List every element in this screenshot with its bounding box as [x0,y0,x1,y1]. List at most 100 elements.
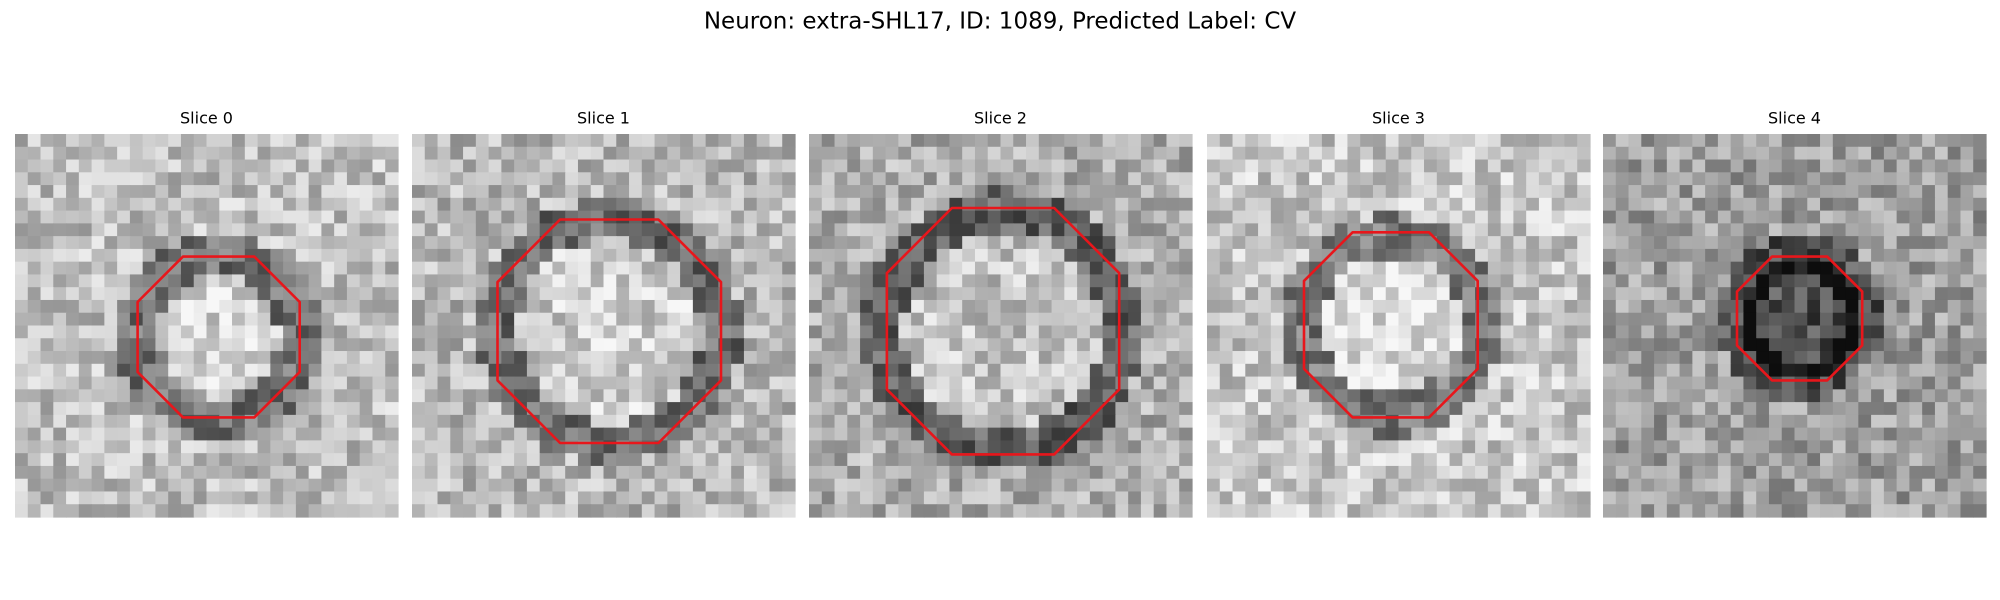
pixel [1077,338,1091,352]
pixel [1641,325,1655,339]
pixel [936,363,951,378]
pixel [1832,185,1847,199]
pixel [743,159,758,173]
pixel [1128,427,1142,441]
pixel [680,453,694,467]
pixel [590,504,605,518]
pixel [1026,159,1040,173]
pixel [1436,223,1451,237]
pixel [1692,325,1706,339]
pixel [526,351,541,365]
pixel [936,248,951,263]
pixel [1781,478,1796,493]
pixel [629,478,643,493]
pixel [769,465,783,480]
pixel [1219,299,1234,314]
pixel [1309,223,1323,237]
pixel [539,223,554,237]
pixel [898,146,912,161]
pixel [27,338,42,352]
pixel [1140,376,1155,390]
pixel [667,491,681,505]
pixel [1207,325,1221,339]
pixel [1270,491,1285,505]
pixel [1207,159,1221,173]
pixel [1705,338,1719,352]
pixel [590,261,605,276]
pixel [1768,325,1783,339]
pixel [40,210,54,224]
pixel [1832,402,1847,416]
pixel [142,287,157,301]
pixel [1309,402,1323,416]
pixel [898,172,912,186]
pixel [911,223,925,237]
pixel [1013,312,1027,327]
pixel [1166,389,1180,403]
pixel [629,185,643,199]
pixel [1360,223,1374,237]
pixel [488,325,502,339]
pixel [1641,172,1655,186]
pixel [1973,197,1987,212]
pixel [1641,299,1655,314]
pixel [1768,491,1783,505]
pixel [1615,363,1630,378]
pixel [193,261,208,276]
pixel [1038,236,1053,250]
pixel [501,197,515,212]
pixel [1666,248,1681,263]
pixel [232,223,246,237]
pixel [1654,197,1668,212]
pixel [769,504,783,518]
pixel [1449,414,1463,429]
pixel [1283,376,1297,390]
pixel [514,453,528,467]
pixel [667,376,681,390]
pixel [1934,159,1949,173]
pixel [412,210,426,224]
pixel [911,363,925,378]
pixel [1026,363,1040,378]
pixel [1896,299,1910,314]
pixel [1960,453,1974,467]
pixel [923,210,938,224]
pixel [692,325,707,339]
pixel [334,223,348,237]
pixel [424,453,439,467]
pixel [1347,465,1361,480]
pixel [1038,287,1053,301]
pixel [372,172,386,186]
pixel [78,236,93,250]
pixel [1832,351,1847,365]
pixel [129,261,144,276]
pixel [1730,236,1745,250]
pixel [1475,248,1489,263]
pixel [1513,159,1527,173]
pixel [1820,376,1834,390]
pixel [450,312,464,327]
pixel [450,146,464,161]
pixel [705,389,719,403]
pixel [168,146,182,161]
pixel [412,440,426,454]
pixel [974,427,989,441]
pixel [1820,351,1834,365]
pixel [756,440,771,454]
pixel [501,146,515,161]
pixel [680,338,694,352]
pixel [1666,427,1681,441]
pixel [1820,389,1834,403]
pixel [1207,287,1221,301]
pixel [872,197,887,212]
pixel [1768,414,1783,429]
pixel [1153,376,1168,390]
pixel [1153,197,1168,212]
pixel [1756,172,1770,186]
pixel [680,427,694,441]
pixel [1051,427,1065,441]
pixel [206,210,220,224]
pixel [437,402,451,416]
pixel [1858,299,1872,314]
pixel [860,504,874,518]
